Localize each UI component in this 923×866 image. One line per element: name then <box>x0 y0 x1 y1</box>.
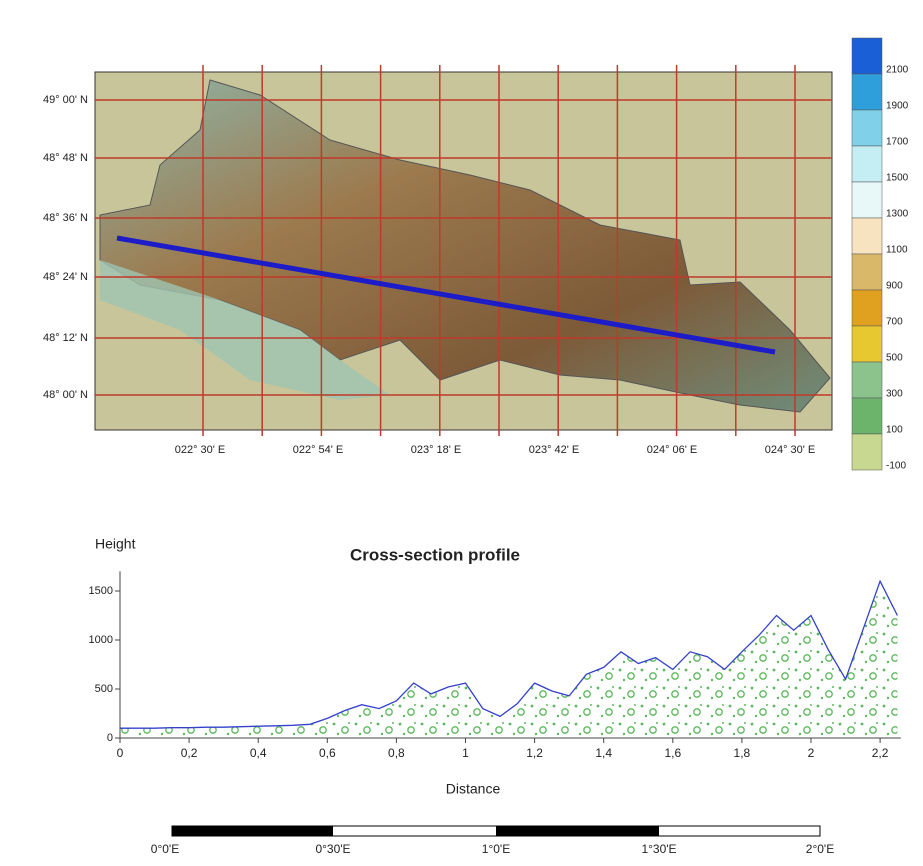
lat-label: 48° 24' N <box>43 271 88 283</box>
x-tick-label: 0,4 <box>250 746 267 760</box>
colorbar-swatch <box>852 182 882 218</box>
colorbar-label: 300 <box>886 389 903 400</box>
colorbar-swatch <box>852 326 882 362</box>
lat-label: 48° 36' N <box>43 212 88 224</box>
x-tick-label: 0,6 <box>319 746 336 760</box>
colorbar-label: 1700 <box>886 137 909 148</box>
lon-label: 024° 30' E <box>765 444 816 456</box>
y-tick-label: 500 <box>95 683 113 695</box>
colorbar-swatch <box>852 290 882 326</box>
lat-label: 48° 48' N <box>43 152 88 164</box>
scale-bar <box>172 826 820 836</box>
page: 210019001700150013001100900700500300100-… <box>0 0 923 861</box>
colorbar-label: 1500 <box>886 173 909 184</box>
lon-label: 022° 54' E <box>293 444 344 456</box>
x-tick-label: 1,4 <box>595 746 612 760</box>
scale-label: 0°0'E <box>151 842 179 856</box>
x-tick-label: 0,2 <box>181 746 198 760</box>
colorbar-swatch <box>852 146 882 182</box>
x-tick-label: 1 <box>462 746 469 760</box>
y-axis-label: Height <box>95 536 136 552</box>
colorbar-swatch <box>852 110 882 146</box>
scale-label: 0°30'E <box>315 842 350 856</box>
y-tick-label: 1000 <box>89 634 113 646</box>
y-tick-label: 1500 <box>89 585 113 597</box>
colorbar-label: 2100 <box>886 65 909 76</box>
y-tick-label: 0 <box>107 732 113 744</box>
colorbar-swatch <box>852 254 882 290</box>
scale-label: 1°30'E <box>641 842 676 856</box>
scale-label: 1°0'E <box>482 842 510 856</box>
lon-label: 022° 30' E <box>175 444 226 456</box>
colorbar-label: 700 <box>886 317 903 328</box>
scale-label: 2°0'E <box>806 842 834 856</box>
colorbar-swatch <box>852 398 882 434</box>
colorbar-swatch <box>852 434 882 470</box>
chart-title: Cross-section profile <box>350 545 520 564</box>
colorbar-swatch <box>852 74 882 110</box>
x-tick-label: 1,8 <box>734 746 751 760</box>
x-tick-label: 0 <box>117 746 124 760</box>
lon-label: 023° 18' E <box>411 444 462 456</box>
x-tick-label: 2 <box>808 746 815 760</box>
colorbar-label: 900 <box>886 281 903 292</box>
colorbar-label: 1900 <box>886 101 909 112</box>
colorbar-label: 500 <box>886 353 903 364</box>
x-axis-label: Distance <box>446 781 501 797</box>
colorbar-swatch <box>852 362 882 398</box>
colorbar-label: 1300 <box>886 209 909 220</box>
lat-label: 49° 00' N <box>43 94 88 106</box>
lon-label: 024° 06' E <box>647 444 698 456</box>
colorbar-swatch <box>852 218 882 254</box>
lat-label: 48° 00' N <box>43 389 88 401</box>
colorbar-label: 100 <box>886 425 903 436</box>
x-tick-label: 2,2 <box>872 746 889 760</box>
colorbar-label: 1100 <box>886 245 908 256</box>
colorbar-swatch <box>852 38 882 74</box>
x-tick-label: 1,2 <box>526 746 543 760</box>
area <box>120 581 897 738</box>
x-tick-label: 0,8 <box>388 746 405 760</box>
lat-label: 48° 12' N <box>43 332 88 344</box>
colorbar-label: -100 <box>886 461 906 472</box>
x-tick-label: 1,6 <box>664 746 681 760</box>
lon-label: 023° 42' E <box>529 444 580 456</box>
